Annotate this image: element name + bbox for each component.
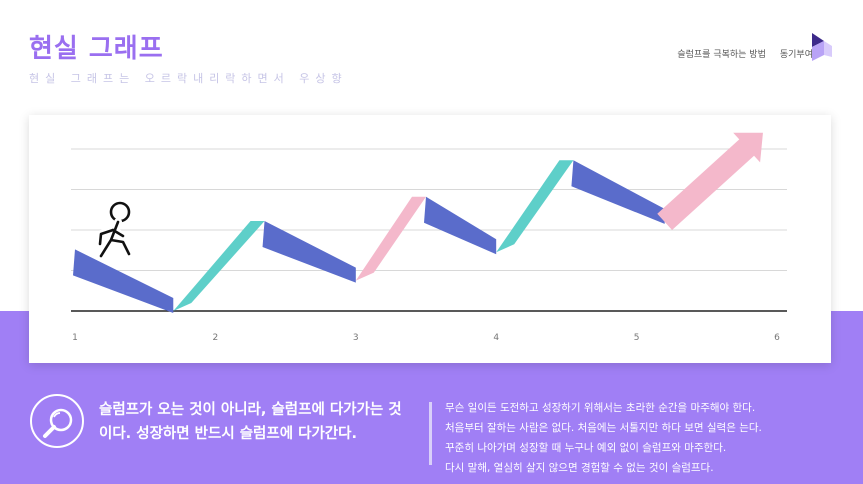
chart-card: 1 2 3 4 5 6 bbox=[29, 115, 831, 363]
brand-logo bbox=[812, 33, 832, 61]
x-tick-label: 2 bbox=[213, 333, 219, 343]
body-line: 무슨 일이든 도전하고 성장하기 위해서는 초라한 순간을 마주해야 한다. bbox=[445, 402, 756, 414]
chart-ribbon-segment bbox=[355, 196, 426, 281]
chart-ribbon-segment bbox=[496, 160, 574, 253]
body-line: 처음부터 잘하는 사람은 없다. 처음에는 서툴지만 하다 보면 실력은 는다. bbox=[445, 422, 762, 434]
chart-ribbon-segment bbox=[73, 249, 174, 313]
chart-ribbon-segment bbox=[424, 196, 497, 255]
page-title: 현실 그래프 bbox=[29, 34, 164, 64]
chart-ribbon-segment bbox=[571, 160, 665, 224]
x-tick-label: 6 bbox=[774, 333, 780, 343]
highlight-quote: 슬럼프가 오는 것이 아니라, 슬럼프에 다가가는 것이다. 성장하면 반드시 … bbox=[99, 402, 402, 442]
divider bbox=[429, 402, 432, 465]
x-tick-label: 4 bbox=[493, 333, 499, 343]
x-tick-label: 3 bbox=[353, 333, 359, 343]
walking-person-icon bbox=[96, 201, 133, 260]
body-line: 다시 말해, 열심히 살지 않으면 경험할 수 없는 것이 슬럼프다. bbox=[445, 462, 714, 474]
x-tick-label: 5 bbox=[634, 333, 640, 343]
x-tick-label: 1 bbox=[72, 333, 78, 343]
page-subtitle: 현실 그래프는 오르락내리락하면서 우상향 bbox=[29, 72, 348, 85]
reality-chart: 1 2 3 4 5 6 bbox=[71, 132, 787, 343]
chart-ribbon-segment bbox=[173, 221, 265, 311]
chart-ribbon-segment bbox=[262, 221, 356, 283]
search-icon bbox=[30, 394, 84, 448]
header-nav: 슬럼프를 극복하는 방법 동기부여 bbox=[677, 47, 813, 60]
body-line: 꾸준히 나아가며 성장할 때 누구나 예외 없이 슬럼프와 마주한다. bbox=[445, 442, 727, 454]
nav-link-motivation[interactable]: 동기부여 bbox=[779, 50, 813, 60]
nav-link-overcome-slump[interactable]: 슬럼프를 극복하는 방법 bbox=[677, 50, 766, 60]
body-text: 무슨 일이든 도전하고 성장하기 위해서는 초라한 순간을 마주해야 한다. 처… bbox=[445, 398, 845, 478]
chart-arrow-segment bbox=[657, 132, 763, 231]
